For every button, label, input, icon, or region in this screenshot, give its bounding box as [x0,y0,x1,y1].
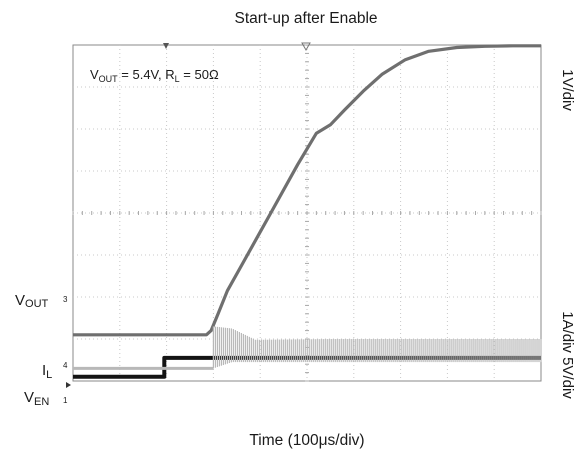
channel-marker-vout: 3 [63,295,68,304]
traces [73,44,542,379]
series-il-ripple [212,326,542,369]
trigger-marker-center [301,42,311,52]
channel-marker-ven: 1 [63,396,68,405]
trigger-markers [66,42,311,388]
level-marker-il [66,382,71,388]
right-scale-bottom: 1A/div 5V/div [559,311,576,399]
chart-title: Start-up after Enable [234,10,377,27]
plot-area [72,44,542,382]
spec-annotation: VOUT = 5.4V, RL = 50Ω [90,67,219,84]
trigger-marker-enable [163,43,169,49]
series-vout [73,44,541,337]
vout-channel-label: VOUT [15,292,49,310]
right-scale-top: 1V/div [559,69,576,111]
il-channel-label: IL [42,362,52,381]
channel-marker-il: 4 [63,361,68,370]
channel-markers: 3 4 1 [63,295,68,405]
x-axis-label: Time (100μs/div) [249,432,364,449]
grid [72,44,542,382]
ven-channel-label: VEN [24,389,49,408]
